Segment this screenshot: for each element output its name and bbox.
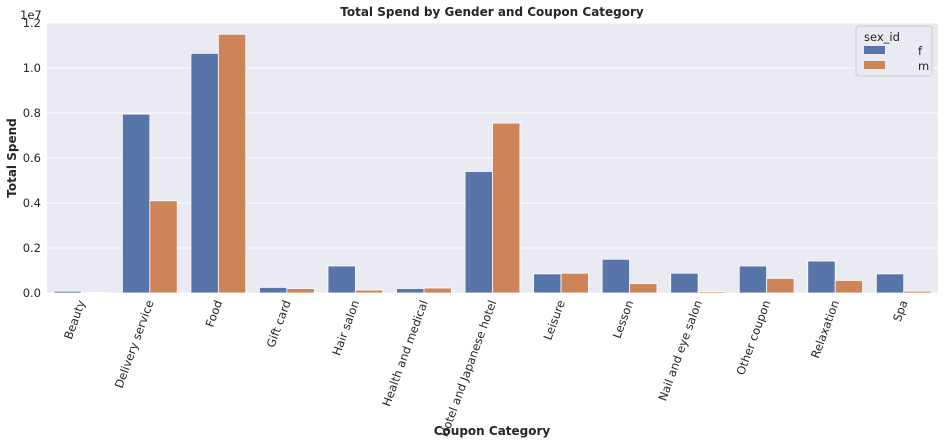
bar-m-6 <box>492 122 521 294</box>
bar-f-12 <box>875 273 905 294</box>
bar-f-5 <box>396 288 425 294</box>
x-tick-label: Delivery service <box>112 298 157 390</box>
bar-m-8 <box>629 283 658 294</box>
bar-m-2 <box>217 33 247 294</box>
bar-m-1 <box>149 200 178 294</box>
bar-m-7 <box>560 272 589 294</box>
legend-label-m: m <box>918 59 929 73</box>
y-tick-label: 0.4 <box>23 196 41 210</box>
x-tick-label: Hotel and Japanese hotel <box>437 298 500 438</box>
bar-f-9 <box>670 272 699 294</box>
x-tick-label: Relaxation <box>808 298 842 360</box>
legend: sex_id f m <box>855 25 933 77</box>
bar-f-11 <box>807 260 836 294</box>
y-tick-label: 0.2 <box>23 241 41 255</box>
bar-m-12 <box>903 290 932 294</box>
bar-f-8 <box>601 258 630 294</box>
x-tick-label: Spa <box>890 298 911 323</box>
y-tick-label: 1.2 <box>23 16 41 30</box>
bar-f-1 <box>121 113 151 294</box>
x-tick-label: Other coupon <box>733 298 773 377</box>
bar-m-9 <box>697 291 726 294</box>
y-axis-ticks: 0.0 0.2 0.4 0.6 0.8 1.0 1.2 <box>23 16 41 300</box>
y-tick-label: 0.6 <box>23 151 41 165</box>
legend-swatch-f <box>864 46 885 54</box>
x-tick-label: Nail and eye salon <box>655 298 704 403</box>
bar-f-6 <box>464 171 493 294</box>
y-tick-label: 0.0 <box>23 286 41 300</box>
x-tick-label: Lesson <box>610 298 637 340</box>
y-tick-label: 0.8 <box>23 106 41 120</box>
y-axis-title: Total Spend <box>5 118 19 197</box>
y-offset-label: 1e7 <box>20 8 42 22</box>
bar-f-2 <box>190 52 219 294</box>
chart-title: Total Spend by Gender and Coupon Categor… <box>340 5 644 19</box>
x-axis-title: Coupon Category <box>434 424 551 438</box>
x-axis-ticks: Beauty Delivery service Food Gift card Hair … <box>61 298 911 439</box>
legend-swatch-m <box>864 61 885 69</box>
bar-m-4 <box>355 289 384 294</box>
x-tick-label: Leisure <box>541 298 568 342</box>
y-tick-label: 1.0 <box>23 61 41 75</box>
bar-m-3 <box>286 288 315 294</box>
bar-f-10 <box>738 265 768 294</box>
bar-m-5 <box>423 287 452 294</box>
x-tick-label: Food <box>203 298 226 329</box>
x-tick-label: Beauty <box>61 298 88 341</box>
bar-f-0 <box>53 290 82 294</box>
bar-f-4 <box>327 265 356 294</box>
bar-f-3 <box>259 286 288 294</box>
bars <box>53 33 932 294</box>
x-tick-label: Health and medical <box>379 298 430 408</box>
bar-m-11 <box>834 279 864 294</box>
bar-f-7 <box>533 273 562 294</box>
legend-label-f: f <box>918 44 923 58</box>
x-tick-label: Gift card <box>264 298 294 349</box>
bar-m-10 <box>766 277 795 294</box>
x-tick-label: Hair salon <box>329 298 362 357</box>
legend-title: sex_id <box>864 30 900 44</box>
